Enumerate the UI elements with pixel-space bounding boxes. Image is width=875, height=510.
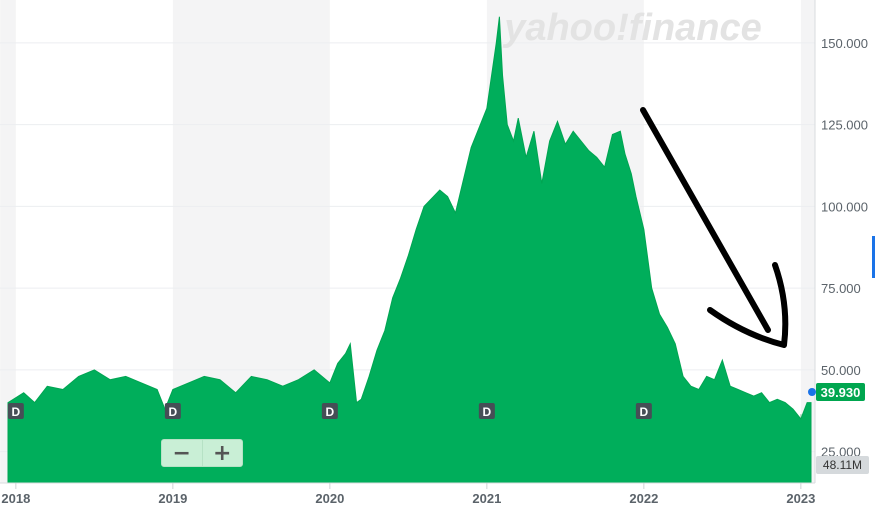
y-tick-label: 75.000 [821, 281, 861, 296]
dividend-marker-label: D [326, 405, 335, 419]
year-band [0, 0, 16, 483]
right-edge-handle[interactable] [872, 236, 875, 278]
dividend-marker[interactable]: D [7, 403, 24, 419]
dividend-marker[interactable]: D [478, 403, 495, 419]
dividend-marker-label: D [640, 405, 649, 419]
dividend-marker[interactable]: D [635, 403, 652, 419]
zoom-out-button[interactable]: − [172, 440, 191, 466]
year-band [800, 0, 815, 483]
x-axis-ticks: 2018 2019 2020 2021 2022 2023 [1, 483, 815, 506]
price-area [7, 16, 812, 484]
last-price-dot [808, 388, 816, 396]
x-tick-label: 2018 [1, 491, 30, 506]
y-axis-ticks: 150.000 125.000 100.000 75.000 50.000 25.000 [821, 36, 868, 460]
last-price-label: 39.930 [816, 383, 865, 401]
zoom-in-button[interactable]: + [201, 440, 243, 466]
y-tick-label: 125.000 [821, 118, 868, 133]
x-tick-label: 2020 [315, 491, 344, 506]
hand-drawn-down-arrow [640, 107, 789, 348]
dividend-marker[interactable]: D [164, 403, 181, 419]
yahoo-finance-watermark: yahoo!finance [502, 7, 762, 49]
dividend-marker[interactable]: D [321, 403, 338, 419]
dividend-marker-label: D [483, 405, 492, 419]
dividend-marker-label: D [169, 405, 178, 419]
x-tick-label: 2023 [786, 491, 815, 506]
x-tick-label: 2022 [629, 491, 658, 506]
x-tick-label: 2019 [158, 491, 187, 506]
y-tick-label: 50.000 [821, 363, 861, 378]
zoom-controls: − + [161, 439, 243, 467]
x-tick-label: 2021 [472, 491, 501, 506]
last-volume-label: 48.11M [816, 456, 869, 474]
dividend-marker-label: D [12, 405, 21, 419]
y-tick-label: 100.000 [821, 199, 868, 214]
y-tick-label: 150.000 [821, 36, 868, 51]
y-tick-label: 25.000 [821, 445, 861, 460]
